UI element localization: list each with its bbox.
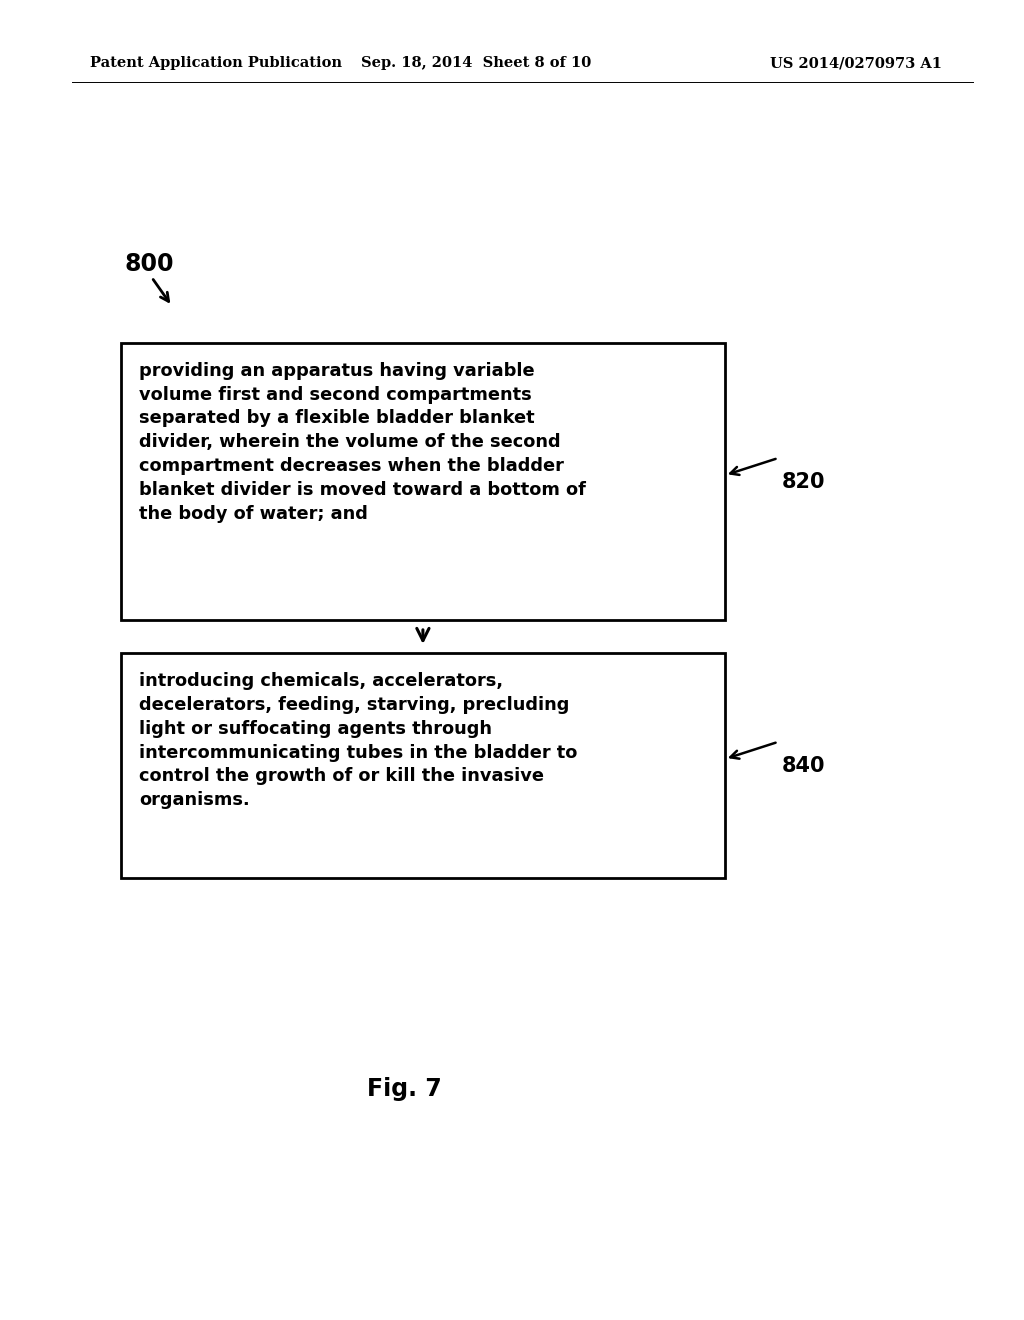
Text: Fig. 7: Fig. 7 [368, 1077, 441, 1101]
Text: 840: 840 [781, 755, 824, 776]
Text: Sep. 18, 2014  Sheet 8 of 10: Sep. 18, 2014 Sheet 8 of 10 [361, 57, 591, 70]
Text: 800: 800 [125, 252, 174, 276]
Text: US 2014/0270973 A1: US 2014/0270973 A1 [770, 57, 942, 70]
Text: providing an apparatus having variable
volume first and second compartments
sepa: providing an apparatus having variable v… [139, 362, 586, 523]
Text: Patent Application Publication: Patent Application Publication [90, 57, 342, 70]
Text: 820: 820 [781, 471, 824, 492]
FancyBboxPatch shape [121, 653, 725, 878]
Text: introducing chemicals, accelerators,
decelerators, feeding, starving, precluding: introducing chemicals, accelerators, dec… [139, 672, 578, 809]
FancyBboxPatch shape [121, 343, 725, 620]
